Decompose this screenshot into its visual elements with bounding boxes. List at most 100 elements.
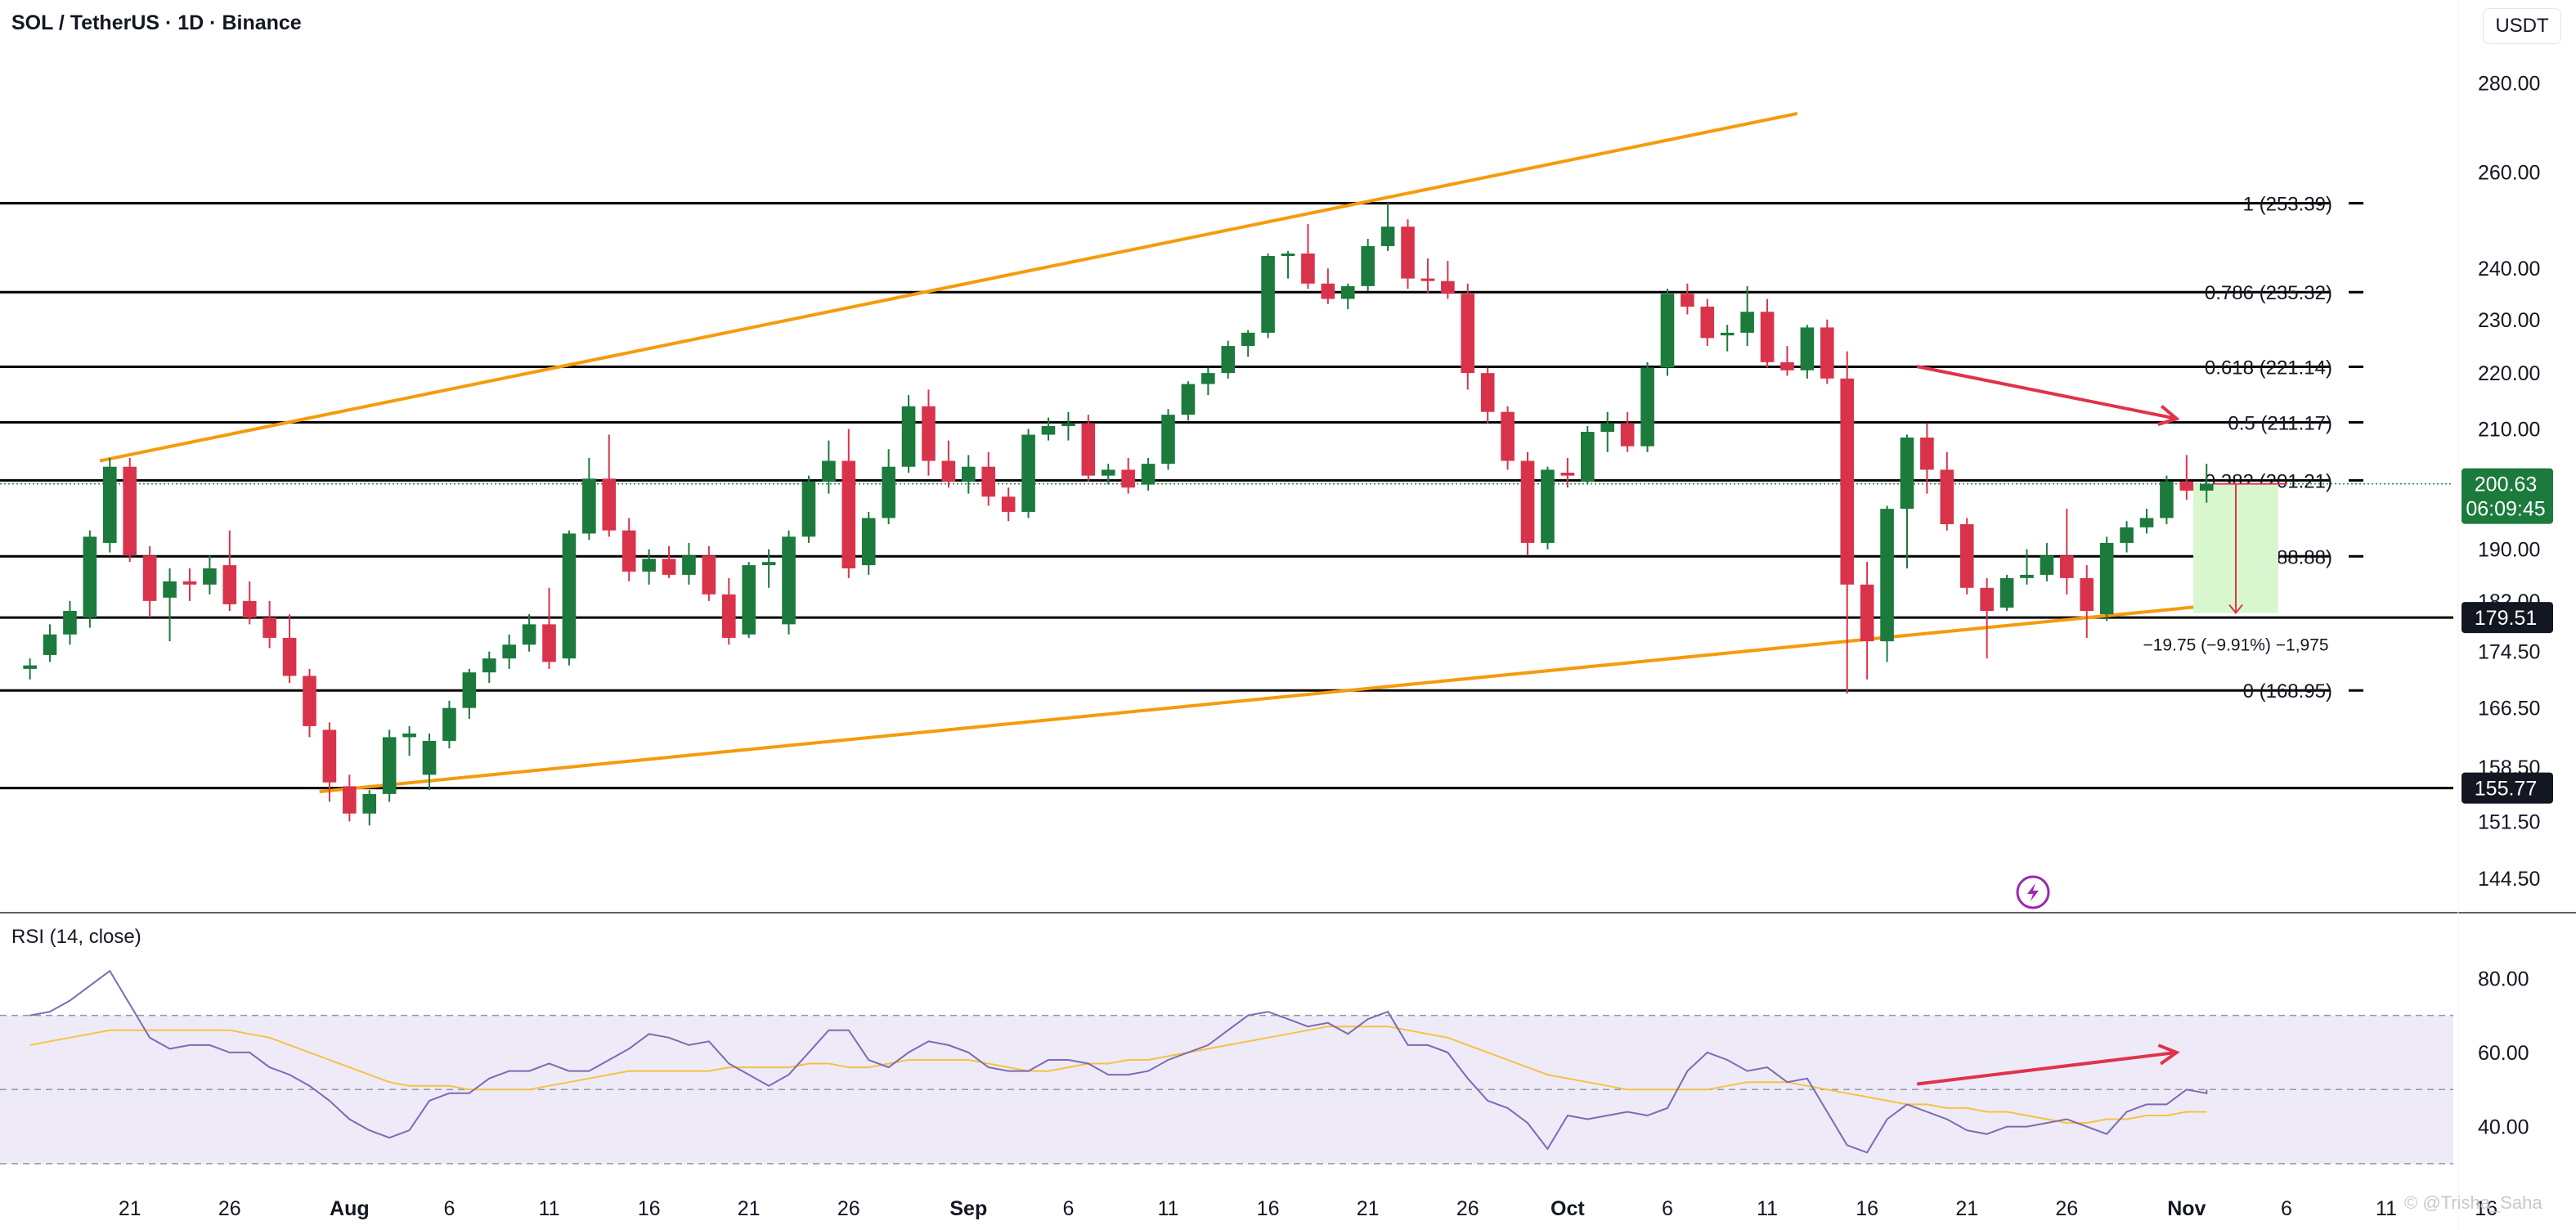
candle-body	[242, 600, 257, 618]
candle-body	[63, 611, 77, 635]
candle-body	[801, 481, 816, 537]
time-tick-label: 26	[1456, 1197, 1479, 1220]
time-tick-label: 11	[1757, 1197, 1778, 1220]
time-tick-label: 6	[443, 1197, 455, 1220]
time-tick-label: 16	[638, 1197, 661, 1220]
candle-body	[2080, 577, 2094, 612]
candle-body	[282, 637, 297, 676]
candle-body	[442, 707, 456, 741]
candle-body	[1800, 327, 1815, 370]
candle-body	[163, 581, 177, 598]
time-axis: 21 26 Aug 6 11 16 21 26 Sep 6 11 16 21 26 Oct 6 11 16 21 26…	[119, 1197, 2497, 1220]
fib-level-label: 0 (168.95)	[2243, 680, 2332, 703]
candle-body	[2120, 527, 2134, 543]
candle-body	[1041, 426, 1056, 435]
current-price-tag: 200.63	[2475, 474, 2537, 496]
horizontal-line-price-tag-bg	[2462, 772, 2553, 804]
candle-body	[1780, 361, 1794, 370]
rsi-tick-label: 80.00	[2478, 967, 2529, 990]
candle-body	[1920, 438, 1934, 470]
candle-body	[562, 533, 577, 659]
candle-body	[1301, 253, 1315, 284]
candle-body	[142, 555, 157, 601]
candlestick-series	[23, 202, 2214, 826]
candle-body	[761, 562, 776, 566]
candle-body	[422, 740, 437, 775]
candle-body	[682, 555, 696, 575]
time-tick-label: 6	[1662, 1197, 1673, 1220]
rsi-line	[29, 969, 2208, 1154]
price-tick-label: 210.00	[2478, 419, 2540, 442]
price-tick-label: 240.00	[2478, 258, 2540, 281]
symbol-title[interactable]: SOL / TetherUS · 1D · Binance	[11, 11, 302, 34]
annotations	[1916, 365, 2180, 1086]
rsi-title[interactable]: RSI (14, close)	[11, 926, 141, 948]
time-tick-label: 16	[1257, 1197, 1280, 1220]
current-price-tag-bg	[2462, 468, 2553, 524]
candle-body	[1401, 227, 1415, 279]
rsi-divergence-arrow	[1916, 1050, 2177, 1086]
rsi-tick-label: 60.00	[2478, 1042, 2529, 1065]
candle-body	[43, 634, 57, 655]
candle-body	[1840, 378, 1855, 585]
currency-button[interactable]: USDT	[2483, 8, 2561, 44]
time-tick-label: 16	[1856, 1197, 1878, 1220]
candle-body	[382, 737, 397, 794]
time-tick-label: 16	[2475, 1197, 2497, 1220]
candle-body	[1420, 278, 1435, 281]
candle-body	[362, 793, 377, 814]
fib-level-label: 0.618 (221.14)	[2205, 357, 2332, 379]
candle-body	[1681, 294, 1694, 307]
candle-body	[23, 665, 37, 669]
price-tick-label: 260.00	[2478, 162, 2540, 185]
horizontal-line-price-tag: 155.77	[2475, 778, 2537, 801]
trend-line	[99, 111, 1798, 463]
candle-body	[642, 559, 656, 572]
price-tick-label: 144.50	[2478, 868, 2540, 891]
candle-body	[1340, 285, 1355, 299]
candle-body	[103, 466, 117, 543]
candle-body	[1860, 584, 1874, 642]
candle-body	[322, 729, 337, 783]
current-price-tag: 06:09:45	[2466, 498, 2545, 521]
rsi-divergence-arrow-head	[2157, 1044, 2180, 1066]
time-tick-label: 21	[738, 1197, 761, 1220]
candle-body	[702, 555, 716, 595]
candle-body	[2099, 542, 2114, 615]
fib-level-label: 0.5 (211.17)	[2228, 412, 2332, 434]
candle-body	[343, 786, 357, 814]
candle-body	[1281, 253, 1295, 257]
horizontal-line-price-tag: 179.51	[2475, 607, 2537, 630]
time-tick-label: 11	[1158, 1197, 1179, 1220]
candle-body	[1221, 346, 1236, 374]
candle-body	[941, 460, 956, 482]
time-tick-label: Oct	[1551, 1197, 1585, 1220]
price-tick-label: 280.00	[2478, 73, 2540, 96]
time-tick-label: 26	[2055, 1197, 2078, 1220]
candle-body	[1441, 281, 1455, 294]
candle-body	[462, 672, 477, 708]
time-tick-label: Aug	[330, 1197, 370, 1220]
price-divergence-arrow-head	[2157, 405, 2180, 427]
candle-body	[1181, 384, 1196, 415]
measure-label: −19.75 (−9.91%) −1,975	[2143, 635, 2328, 654]
candle-body	[1061, 423, 1075, 427]
fib-level-label: 1 (253.39)	[2243, 193, 2332, 215]
candle-body	[901, 406, 916, 467]
candle-body	[841, 460, 856, 569]
candle-body	[1940, 469, 1954, 524]
time-tick-label: 26	[218, 1197, 241, 1220]
candle-body	[1880, 509, 1894, 642]
time-tick-label: 21	[1357, 1197, 1380, 1220]
rsi-tick-label: 40.00	[2478, 1116, 2529, 1139]
rsi-series	[0, 969, 2453, 1165]
measure-arrow-head	[2228, 604, 2243, 615]
price-tick-label: 190.00	[2478, 539, 2540, 562]
candle-body	[861, 518, 876, 566]
lightning-icon[interactable]	[2016, 875, 2050, 909]
candle-body	[742, 565, 756, 635]
candle-body	[2060, 555, 2074, 578]
candle-body	[1520, 460, 1535, 543]
